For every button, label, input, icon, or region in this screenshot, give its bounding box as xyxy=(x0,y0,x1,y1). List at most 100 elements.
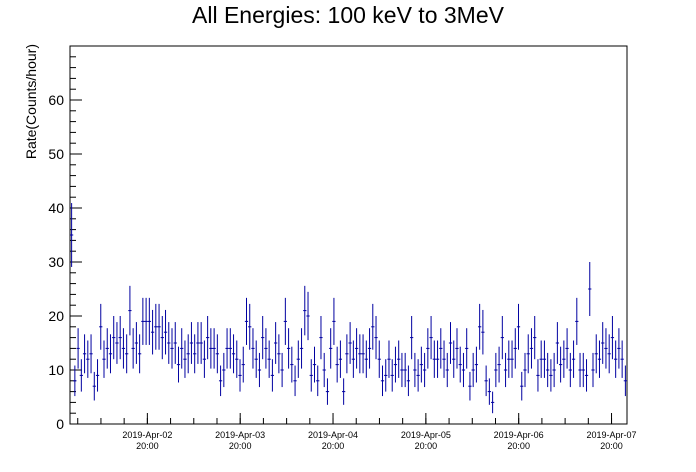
y-tick-label: 40 xyxy=(48,200,64,216)
data-point xyxy=(390,359,394,392)
data-point xyxy=(474,346,479,383)
data-point xyxy=(325,378,330,405)
data-point xyxy=(115,322,119,364)
data-point xyxy=(364,340,368,378)
data-point xyxy=(332,297,336,345)
data-point xyxy=(484,365,488,397)
y-tick-label: 30 xyxy=(48,254,64,270)
data-point xyxy=(435,340,440,378)
data-point xyxy=(215,334,219,374)
data-point xyxy=(494,352,498,388)
x-tick-date-label: 2019-Apr-05 xyxy=(401,430,451,440)
data-point xyxy=(299,328,304,369)
data-point xyxy=(296,340,300,378)
data-point xyxy=(426,328,430,369)
data-point xyxy=(623,365,627,397)
data-point xyxy=(439,328,443,369)
data-point xyxy=(144,297,148,345)
data-point xyxy=(89,334,93,374)
data-point xyxy=(503,352,508,388)
data-point xyxy=(345,334,349,374)
data-point xyxy=(128,285,132,336)
data-point xyxy=(380,365,385,397)
data-point xyxy=(257,352,262,388)
data-point xyxy=(338,340,343,378)
data-point xyxy=(141,297,145,345)
data-point xyxy=(520,371,524,401)
data-point xyxy=(614,340,618,378)
data-point xyxy=(342,378,346,405)
data-point xyxy=(241,346,245,383)
data-point xyxy=(397,340,401,378)
data-point xyxy=(594,334,598,374)
data-point xyxy=(487,378,491,405)
data-point xyxy=(199,322,203,364)
data-point xyxy=(319,316,323,360)
data-point xyxy=(79,359,83,392)
data-point xyxy=(513,328,517,369)
x-tick-date-label: 2019-Apr-04 xyxy=(308,430,358,440)
data-point xyxy=(442,340,446,378)
data-point xyxy=(309,359,313,392)
data-point xyxy=(558,346,563,383)
data-point xyxy=(500,316,504,360)
data-point xyxy=(170,328,174,369)
data-point xyxy=(280,352,284,388)
data-point xyxy=(620,340,624,378)
data-point xyxy=(374,316,378,360)
data-point xyxy=(461,352,466,388)
data-point xyxy=(102,340,106,378)
data-point xyxy=(610,316,615,360)
data-point xyxy=(160,316,164,360)
data-point xyxy=(167,322,171,364)
data-point xyxy=(400,352,404,388)
data-point xyxy=(244,297,249,345)
data-point xyxy=(410,316,414,360)
data-point xyxy=(387,340,391,378)
data-point xyxy=(131,328,135,369)
x-tick-date-label: 2019-Apr-02 xyxy=(122,430,172,440)
data-point xyxy=(267,340,271,378)
data-point xyxy=(468,371,472,401)
data-point xyxy=(138,334,142,374)
data-point xyxy=(445,352,449,388)
y-tick-label: 60 xyxy=(48,92,64,108)
data-point xyxy=(293,365,297,397)
data-point xyxy=(516,303,521,350)
data-point xyxy=(286,328,291,369)
data-point xyxy=(329,328,333,369)
data-point xyxy=(393,346,398,383)
data-point xyxy=(248,303,252,350)
data-point xyxy=(604,328,608,369)
data-point xyxy=(186,334,190,374)
data-point xyxy=(416,359,420,392)
data-point xyxy=(562,340,566,378)
data-point xyxy=(335,346,339,383)
data-point xyxy=(584,359,589,392)
data-point xyxy=(575,297,579,345)
x-tick-date-label: 2019-Apr-03 xyxy=(215,430,265,440)
data-point xyxy=(348,322,352,364)
data-point xyxy=(351,340,355,378)
data-point xyxy=(222,352,226,388)
data-point xyxy=(523,352,527,388)
data-point xyxy=(228,328,232,369)
data-point xyxy=(384,359,388,392)
data-point xyxy=(452,340,456,378)
data-point xyxy=(429,316,433,360)
data-point xyxy=(209,328,213,369)
data-point xyxy=(202,340,207,378)
x-tick-time-label: 20:00 xyxy=(136,441,159,451)
data-point xyxy=(448,322,453,364)
x-tick-time-label: 20:00 xyxy=(415,441,438,451)
data-point xyxy=(542,340,547,378)
data-point xyxy=(82,334,87,374)
data-point xyxy=(406,365,411,397)
data-point xyxy=(218,365,223,397)
data-point xyxy=(481,309,485,355)
data-point xyxy=(157,303,161,350)
data-point xyxy=(290,346,294,383)
data-point xyxy=(112,316,116,360)
data-point xyxy=(555,322,559,364)
data-point xyxy=(108,334,113,374)
